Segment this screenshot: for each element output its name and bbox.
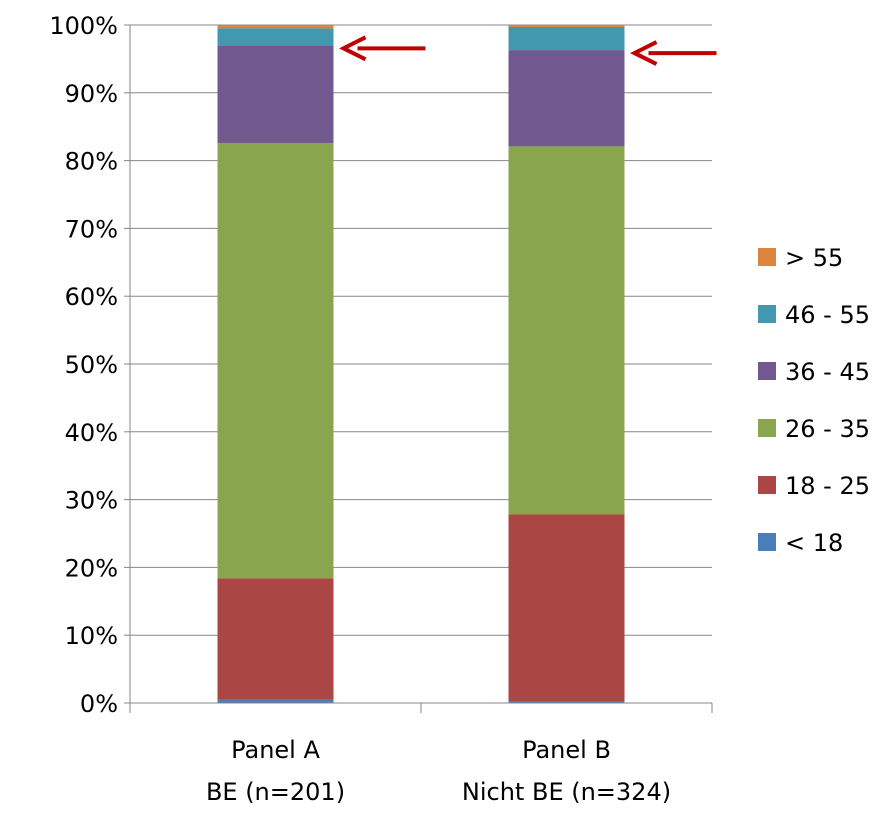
y-tick-label: 60% (65, 283, 118, 311)
y-tick-label: 50% (65, 351, 118, 379)
y-tick-label: 90% (65, 80, 118, 108)
x-axis-tick-labels: Panel A BE (n=201) Panel B Nicht BE (n=324) (206, 736, 671, 806)
y-tick-label: 70% (65, 215, 118, 243)
y-tick-label: 0% (80, 690, 118, 718)
bar-segment (217, 25, 334, 29)
gridlines (130, 24, 712, 636)
bar-segment (217, 142, 334, 579)
legend-item: 26 - 35 (758, 415, 870, 443)
y-tick-label: 20% (65, 554, 118, 582)
axes (124, 24, 713, 713)
legend-label: 26 - 35 (785, 415, 870, 443)
y-tick-label: 80% (65, 148, 118, 176)
y-tick-label: 30% (65, 487, 118, 515)
legend-swatch (758, 362, 776, 380)
y-tick-label: 10% (65, 622, 118, 650)
bar-segment (508, 514, 625, 701)
bar-segment (217, 699, 334, 703)
legend-label: 18 - 25 (785, 472, 870, 500)
bar-segment (217, 578, 334, 700)
bar-segment (508, 25, 625, 28)
legend-swatch (758, 476, 776, 494)
x-tick-label: BE (n=201) (206, 778, 345, 806)
y-tick-label: 40% (65, 419, 118, 447)
x-tick-label: Nicht BE (n=324) (462, 778, 671, 806)
legend-label: > 55 (785, 244, 843, 272)
legend-swatch (758, 533, 776, 551)
y-tick-label: 100% (49, 12, 118, 40)
legend-swatch (758, 419, 776, 437)
legend-label: 46 - 55 (785, 301, 870, 329)
bar-segment (508, 50, 625, 147)
annotations (339, 35, 717, 66)
legend-item: > 55 (758, 244, 843, 272)
bar-segment (217, 28, 334, 46)
legend-swatch (758, 305, 776, 323)
legend-item: 18 - 25 (758, 472, 870, 500)
arrow-head (630, 40, 658, 66)
legend-item: 46 - 55 (758, 301, 870, 329)
y-axis-tick-labels: 0% 10% 20% 30% 40% 50% 60% 70% 80% 90% 100% (49, 12, 118, 718)
x-tick-label: Panel A (231, 736, 320, 764)
bar-segment (508, 27, 625, 51)
annotation-arrow (339, 35, 426, 62)
legend: > 55 46 - 55 36 - 45 26 - 35 18 - 25 < 18 (758, 244, 870, 557)
arrow-head (339, 35, 367, 62)
x-tick-label: Panel B (522, 736, 611, 764)
bar-segment (217, 45, 334, 143)
bar-segment (508, 700, 625, 703)
annotation-arrow (630, 40, 717, 66)
legend-label: 36 - 45 (785, 358, 870, 386)
bars (217, 25, 625, 703)
legend-item: < 18 (758, 529, 843, 557)
legend-item: 36 - 45 (758, 358, 870, 386)
legend-swatch (758, 248, 776, 266)
legend-label: < 18 (785, 529, 843, 557)
bar-segment (508, 146, 625, 515)
